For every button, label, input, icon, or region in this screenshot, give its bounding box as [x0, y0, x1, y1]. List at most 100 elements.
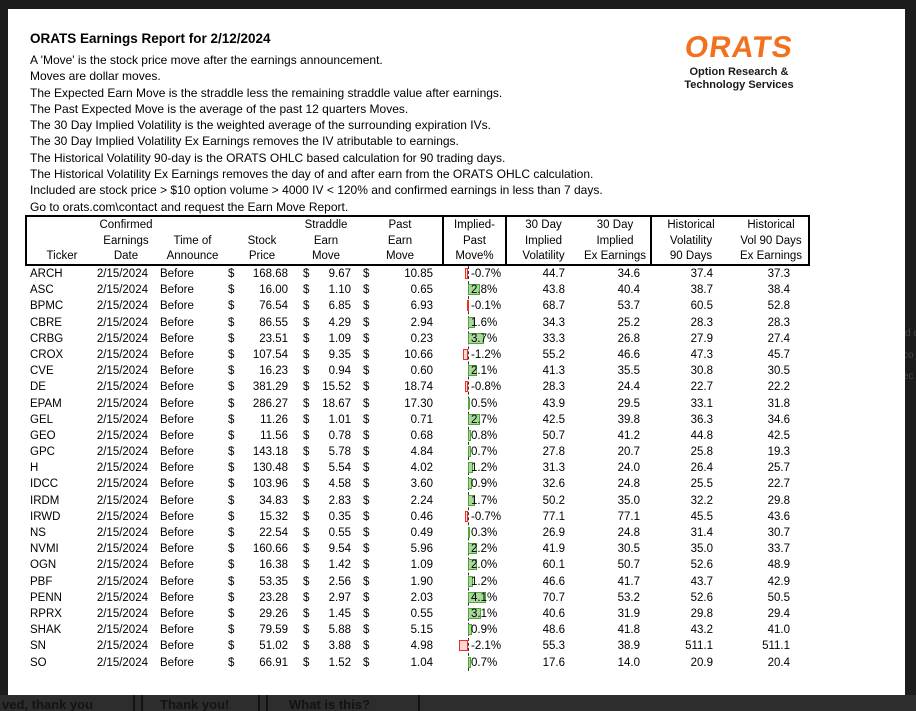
past-move-value: 6.93	[410, 300, 433, 313]
cell-straddle-move: $ 9.54	[292, 541, 356, 557]
column-header-line: Move	[311, 250, 341, 262]
straddle-move-value: 4.29	[328, 316, 351, 329]
intro-line: The Expected Earn Move is the straddle l…	[30, 85, 503, 100]
move-data-bar	[462, 348, 468, 360]
cell-hv90: 47.3	[690, 348, 713, 361]
stock-price-value: 130.48	[252, 462, 288, 475]
thank-you-button-partial[interactable]: Thank you!	[160, 697, 230, 711]
cell-past-move: $ 0.23	[356, 331, 440, 347]
cell-iv30: 31.3	[542, 462, 565, 475]
cell-past-move: $ 10.66	[356, 347, 440, 363]
feedback-button-partial[interactable]: ved, thank you	[2, 697, 94, 711]
cell-hv90-ex: 22.7	[767, 478, 790, 491]
dollar-sign: $	[303, 284, 310, 297]
dollar-sign: $	[228, 624, 235, 637]
dollar-sign: $	[303, 316, 310, 329]
cell-announce: Before	[160, 268, 194, 280]
table-row: NVMI 2/15/2024 Before $ 160.66 $ 9.54 $ …	[25, 541, 810, 557]
cell-hv90: 38.7	[690, 284, 713, 297]
table-row: CVE 2/15/2024 Before $ 16.23 $ 0.94 $ 0.…	[25, 363, 810, 379]
dollar-sign: $	[228, 494, 235, 507]
stock-price-value: 86.55	[259, 316, 288, 329]
dollar-sign: $	[363, 348, 370, 361]
cell-past-move: $ 0.68	[356, 428, 440, 444]
column-header-line: Announce	[166, 250, 219, 262]
column-header-line: Vol 90 Days	[740, 234, 802, 247]
straddle-move-value: 1.10	[328, 284, 351, 297]
move-data-bar	[468, 316, 475, 328]
cell-ticker: IRDM	[30, 494, 60, 507]
cell-hv90: 26.4	[690, 462, 713, 475]
dollar-sign: $	[363, 640, 370, 653]
move-percent-value: 1.2%	[471, 575, 498, 588]
cell-stock-price: $ 29.26	[228, 606, 292, 622]
cell-hv90-ex: 28.3	[767, 316, 790, 329]
cell-ticker: PBF	[30, 575, 53, 588]
dimmed-page-text-fragment: co	[903, 350, 914, 361]
page-title: ORATS Earnings Report for 2/12/2024	[30, 31, 271, 46]
button-border	[133, 695, 135, 711]
move-data-bar	[468, 527, 470, 538]
cell-hv90-ex: 31.8	[767, 397, 790, 410]
dollar-sign: $	[228, 365, 235, 378]
move-percent-value: 4.1%	[471, 591, 498, 604]
dollar-sign: $	[363, 591, 370, 604]
cell-ticker: ARCH	[30, 268, 63, 280]
cell-announce: Before	[160, 510, 194, 523]
dimmed-page-text-fragment: ec	[903, 371, 914, 382]
intro-line: The 30 Day Implied Volatility is the wei…	[30, 118, 491, 133]
cell-date: 2/15/2024	[96, 640, 148, 653]
dollar-sign: $	[228, 640, 235, 653]
cell-date: 2/15/2024	[96, 656, 148, 669]
what-is-this-button-partial[interactable]: What is this?	[289, 697, 370, 711]
column-header-line: Move	[385, 250, 415, 262]
straddle-move-value: 0.78	[328, 429, 351, 442]
cell-stock-price: $ 34.83	[228, 493, 292, 509]
past-move-value: 1.09	[410, 559, 433, 572]
move-data-bar	[468, 365, 478, 377]
cell-implied-past-move: 2.8%	[440, 282, 503, 298]
move-percent-value: -1.2%	[471, 348, 502, 361]
cell-past-move: $ 5.15	[356, 622, 440, 638]
table-row: CROX 2/15/2024 Before $ 107.54 $ 9.35 $ …	[25, 347, 810, 363]
dollar-sign: $	[363, 656, 370, 669]
cell-past-move: $ 10.85	[356, 266, 440, 282]
cell-stock-price: $ 53.35	[228, 574, 292, 590]
past-move-value: 3.60	[410, 478, 433, 491]
move-data-bar	[464, 268, 468, 279]
cell-ticker: GEO	[30, 429, 56, 442]
column-header-line	[27, 234, 97, 250]
dollar-sign: $	[363, 510, 370, 523]
cell-ticker: SN	[30, 640, 46, 653]
cell-implied-past-move: 2.2%	[440, 541, 503, 557]
cell-past-move: $ 4.84	[356, 444, 440, 460]
cell-past-move: $ 0.60	[356, 363, 440, 379]
cell-announce: Before	[160, 624, 194, 637]
column-header: Straddle Earn Move	[294, 217, 358, 265]
cell-ticker: GEL	[30, 413, 54, 426]
stock-price-value: 103.96	[252, 478, 288, 491]
cell-iv30: 44.7	[542, 268, 565, 280]
straddle-move-value: 9.35	[328, 348, 351, 361]
dollar-sign: $	[228, 607, 235, 620]
move-data-bar	[468, 575, 474, 587]
cell-ticker: NS	[30, 527, 46, 539]
cell-hv90-ex: 29.8	[767, 494, 790, 507]
cell-hv90: 32.2	[690, 494, 713, 507]
cell-ticker: EPAM	[30, 397, 62, 410]
dollar-sign: $	[303, 397, 310, 410]
cell-hv90-ex: 37.3	[767, 268, 790, 280]
cell-hv90-ex: 38.4	[767, 284, 790, 297]
cell-hv90: 25.5	[690, 478, 713, 491]
cell-date: 2/15/2024	[96, 413, 148, 426]
cell-stock-price: $ 16.38	[228, 557, 292, 573]
dollar-sign: $	[303, 624, 310, 637]
cell-hv90: 37.4	[690, 268, 713, 280]
dollar-sign: $	[303, 559, 310, 572]
table-row: DE 2/15/2024 Before $ 381.29 $ 15.52 $ 1…	[25, 379, 810, 395]
straddle-move-value: 4.58	[328, 478, 351, 491]
cell-iv30-ex: 34.6	[617, 268, 640, 280]
cell-iv30: 55.3	[542, 640, 565, 653]
dollar-sign: $	[228, 268, 235, 280]
cell-straddle-move: $ 0.55	[292, 525, 356, 541]
